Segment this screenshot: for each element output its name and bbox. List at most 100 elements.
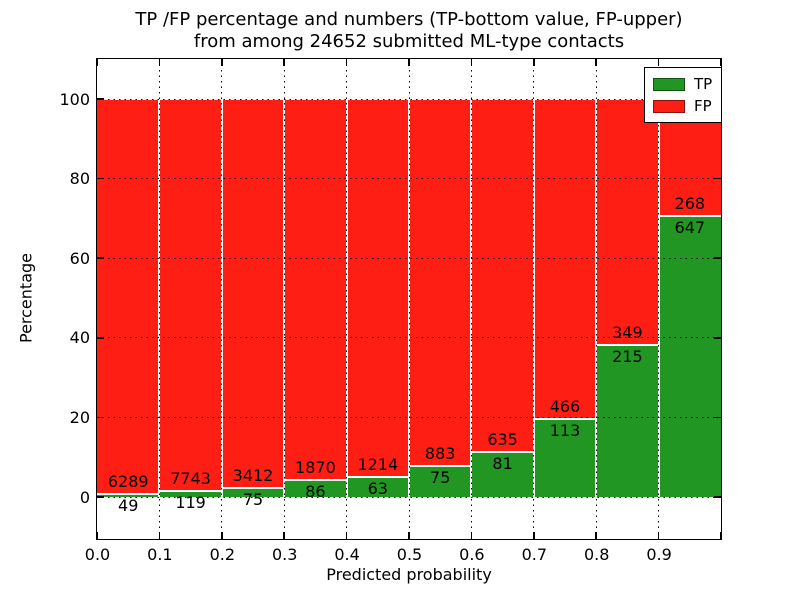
y-axis-label: Percentage [16, 252, 36, 344]
y-tick-label: 40 [69, 328, 90, 348]
y-tick-label: 80 [69, 169, 90, 189]
fp-count-label: 1870 [295, 457, 336, 477]
tp-count-label: 86 [305, 481, 326, 501]
bar-segment-edge [97, 492, 160, 495]
grid-h-dotted [97, 496, 721, 498]
x-tick [470, 59, 473, 66]
grid-v-dotted [158, 59, 160, 539]
plot-area: TP FP 6289 49 7743 119 3412 75 1870 86 1214 63 883… [96, 58, 723, 540]
tp-count-label: 49 [118, 495, 139, 515]
grid-v-dotted [658, 59, 660, 539]
bar-segment-edge [284, 478, 347, 481]
bar-segment-edge [533, 418, 597, 421]
tp-count-label: 81 [492, 453, 513, 473]
tp-count-label: 647 [674, 217, 706, 237]
x-tick [720, 532, 722, 539]
y-tick [97, 416, 104, 419]
bar-segment-edge [409, 464, 472, 467]
bar-segment-edge [221, 487, 285, 490]
bar-fp-segment [221, 99, 285, 489]
x-tick [533, 59, 535, 66]
fp-count-label: 7743 [170, 468, 211, 488]
x-tick-label: 0.0 [84, 545, 111, 564]
x-tick [283, 59, 285, 66]
bar-tp-segment [221, 488, 285, 497]
grid-v-dotted [595, 59, 597, 539]
x-tick [221, 532, 223, 539]
grid-v-dotted [283, 59, 285, 539]
tp-count-label: 63 [367, 479, 388, 499]
legend-item-tp: TP [653, 73, 712, 95]
bar-tp-segment [159, 490, 222, 497]
bar-tp-segment [409, 465, 472, 497]
grid-h-dotted [97, 257, 721, 259]
y-tick [97, 496, 104, 498]
x-tick-label: 0.3 [271, 545, 298, 564]
x-tick [657, 532, 660, 539]
bar-fp-segment [159, 99, 222, 491]
fp-count-label: 6289 [107, 471, 149, 491]
chart-title-line2: from among 24652 submitted ML-type conta… [193, 31, 625, 52]
grid-h-dotted [97, 98, 721, 100]
y-tick [97, 177, 104, 180]
grid-h-dotted [97, 178, 721, 180]
bar-segment-edge [471, 450, 534, 453]
x-tick [595, 532, 597, 539]
fp-count-label: 349 [612, 323, 643, 343]
grid-v-dotted [408, 59, 410, 539]
bar-segment-edge [159, 489, 222, 492]
fp-count-label: 883 [424, 443, 456, 463]
y-tick-label: 100 [59, 89, 90, 109]
bar-fp-segment [596, 99, 659, 346]
bar-segment-edge [658, 214, 721, 217]
x-tick-label: 0.8 [583, 545, 610, 564]
tp-count-label: 119 [175, 492, 206, 512]
fp-count-label: 1214 [357, 455, 399, 475]
bar-tp-segment [533, 419, 597, 497]
legend-label-fp: FP [694, 97, 712, 115]
tp-count-label: 75 [242, 490, 264, 510]
bar-tp-segment [284, 479, 347, 497]
bar-segment-edge [346, 476, 409, 479]
x-tick [720, 59, 722, 66]
x-tick-label: 0.2 [209, 545, 236, 564]
x-tick [96, 532, 98, 539]
x-tick [283, 532, 285, 539]
x-tick [408, 532, 410, 539]
y-tick-label: 60 [69, 248, 90, 268]
legend-label-tp: TP [694, 75, 713, 93]
x-tick [221, 59, 223, 66]
bar-tp-segment [658, 215, 721, 497]
y-tick [97, 98, 104, 100]
y-tick [97, 337, 104, 339]
x-tick [158, 532, 161, 539]
x-tick [345, 532, 348, 539]
bar-tp-segment [346, 477, 409, 497]
x-tick-label: 0.7 [521, 545, 548, 564]
y-tick [714, 177, 721, 180]
y-tick [714, 337, 721, 339]
y-tick [714, 496, 721, 498]
legend: TP FP [644, 67, 723, 123]
tp-count-label: 215 [612, 347, 643, 367]
x-tick-label: 0.9 [646, 545, 672, 564]
fp-count-label: 268 [674, 193, 706, 213]
bar-fp-segment [409, 99, 472, 466]
chart-title-line1: TP /FP percentage and numbers (TP-bottom… [135, 9, 683, 30]
grid-h-dotted [97, 337, 721, 339]
x-tick [345, 59, 348, 66]
x-tick-label: 0.5 [396, 545, 423, 564]
fp-count-label: 635 [487, 429, 518, 449]
bar-tp-segment [97, 493, 160, 497]
y-tick-label: 20 [69, 407, 90, 427]
legend-item-fp: FP [653, 95, 712, 117]
bar-fp-segment [471, 99, 534, 452]
bar-fp-segment [533, 99, 597, 420]
y-tick [714, 416, 721, 419]
x-tick [96, 59, 98, 66]
y-tick [714, 257, 721, 259]
bar-fp-segment [346, 99, 409, 478]
grid-v-dotted [221, 59, 223, 539]
x-axis-label: Predicted probability [326, 565, 492, 584]
